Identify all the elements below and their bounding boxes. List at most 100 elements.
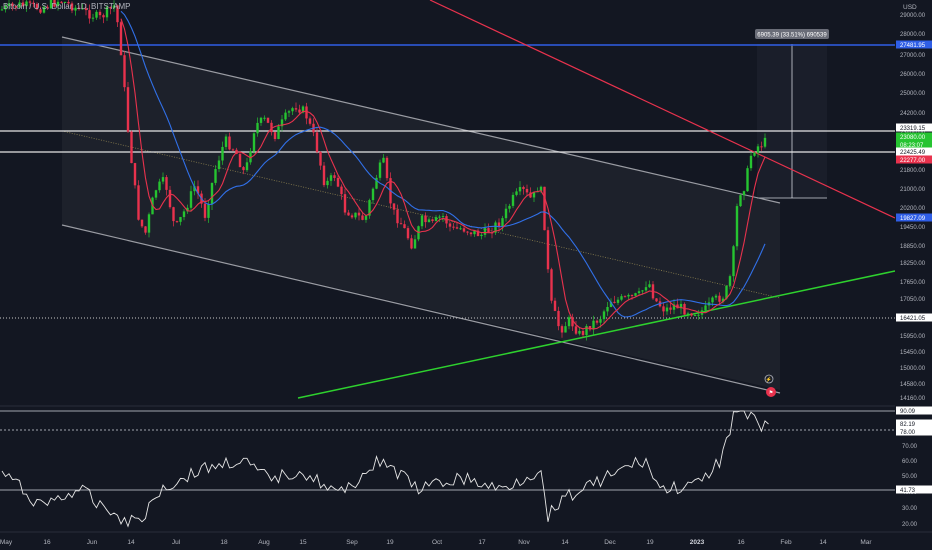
price-badge: 23319.15 <box>896 123 932 132</box>
candle <box>665 303 669 315</box>
candle <box>158 178 161 193</box>
candle <box>277 123 280 140</box>
price-tick-label: 15450.00 <box>900 350 926 356</box>
candle <box>14 5 18 11</box>
flag-icon[interactable]: ⚑ <box>766 387 776 397</box>
candle <box>179 216 182 226</box>
time-label: 2023 <box>690 539 705 546</box>
candle <box>322 161 326 188</box>
candle <box>168 186 172 209</box>
candle <box>501 215 504 232</box>
candle <box>655 297 658 303</box>
candle <box>105 4 109 21</box>
candle <box>487 223 490 233</box>
candle <box>382 154 385 164</box>
candle <box>224 134 228 150</box>
candle <box>469 232 473 237</box>
price-badge: 08:23:07 <box>896 140 932 149</box>
candle <box>245 157 249 172</box>
candle <box>35 2 39 11</box>
candle <box>459 225 462 230</box>
price-axis[interactable] <box>895 0 932 530</box>
candle <box>340 184 343 200</box>
svg-text:27481.95: 27481.95 <box>900 43 926 49</box>
time-label: Dec <box>604 539 616 546</box>
price-badge: 22425.49 <box>896 147 932 156</box>
candle <box>144 225 147 235</box>
candle <box>154 189 158 201</box>
candle <box>112 0 116 12</box>
candle <box>259 116 263 126</box>
candle <box>123 50 126 92</box>
svg-text:78.00: 78.00 <box>900 430 916 436</box>
candle <box>585 324 588 341</box>
candle <box>455 222 459 230</box>
candle <box>662 302 665 317</box>
price-axis-badges: 27481.95 23319.15 23080.00 08:23:0722425.49… <box>896 40 932 322</box>
candle <box>434 215 438 222</box>
channel-upper-line <box>61 36 781 204</box>
candle <box>81 3 84 10</box>
green-trend-line <box>297 270 896 399</box>
candle <box>74 5 77 16</box>
candle <box>441 213 445 222</box>
time-axis[interactable] <box>0 532 932 550</box>
price-tick-label: 29000.00 <box>900 13 926 19</box>
candle <box>431 218 434 223</box>
measure-label-bg <box>755 29 829 39</box>
price-tick-label: 19450.00 <box>900 225 926 231</box>
svg-text:08:23:07: 08:23:07 <box>900 143 924 149</box>
candle <box>483 223 487 238</box>
candle <box>620 294 623 302</box>
candle <box>504 203 508 222</box>
candle <box>84 3 88 16</box>
rsi-tick-label: 30.00 <box>902 506 918 512</box>
candle <box>672 299 676 315</box>
candle <box>518 181 522 196</box>
candle <box>760 141 763 151</box>
candle <box>298 104 301 116</box>
candle <box>595 319 599 325</box>
rsi-tick-label: 20.00 <box>902 522 918 528</box>
time-label: Sep <box>346 539 358 546</box>
candle <box>581 328 585 338</box>
candle <box>221 141 224 165</box>
candle <box>511 192 515 209</box>
candle <box>557 306 560 331</box>
candle <box>714 293 718 301</box>
candle <box>606 301 609 316</box>
price-tick-label: 15000.00 <box>900 366 926 372</box>
candle <box>77 5 81 11</box>
candle <box>361 212 364 221</box>
svg-text:16421.05: 16421.05 <box>900 316 926 322</box>
candle <box>49 0 53 10</box>
candle <box>529 187 532 199</box>
time-label: Jul <box>172 539 181 546</box>
time-label: 14 <box>819 539 827 546</box>
candle <box>284 109 287 122</box>
candle <box>385 155 389 181</box>
candle <box>494 220 497 235</box>
candle <box>368 198 371 219</box>
symbol-title[interactable]: Bitcoin / U.S. Dollar, 1D, BITSTAMP <box>3 2 131 11</box>
candle <box>417 225 420 242</box>
candle <box>42 4 46 14</box>
candle <box>210 182 214 210</box>
candle <box>343 188 347 216</box>
price-tick-label: 21000.00 <box>900 187 926 193</box>
candle <box>378 159 382 181</box>
price-tick-label: 14160.00 <box>900 396 926 402</box>
price-badge: 16421.05 <box>896 313 932 322</box>
candle <box>333 172 336 182</box>
price-tick-label: 18850.00 <box>900 244 926 250</box>
alert-bell-icon[interactable]: ⚡ <box>764 374 774 384</box>
candle <box>574 320 578 336</box>
candle <box>186 204 189 214</box>
candle <box>238 150 242 168</box>
price-badge: 27481.95 <box>896 40 932 49</box>
candle <box>571 313 574 331</box>
candle <box>690 312 693 317</box>
candle <box>746 165 749 192</box>
rsi-badge: 41.73 <box>896 485 932 494</box>
